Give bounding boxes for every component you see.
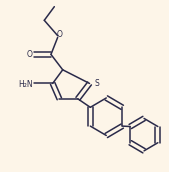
Text: H₂N: H₂N [19,80,33,89]
Text: O: O [27,50,33,59]
Text: S: S [95,79,99,88]
Text: O: O [56,30,62,39]
